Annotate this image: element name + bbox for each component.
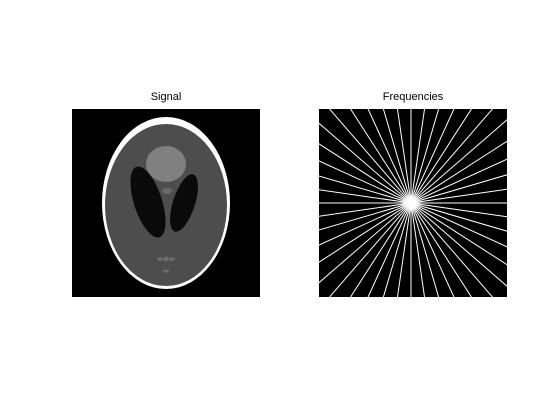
phantom-right-ventricle (170, 174, 198, 232)
phantom-bottom-spot-3 (169, 257, 175, 261)
phantom-upper-region (146, 146, 186, 182)
frequency-center (406, 198, 416, 208)
phantom-left-ventricle (130, 166, 166, 238)
phantom-center-spot (162, 188, 172, 194)
signal-panel-title: Signal (150, 91, 182, 103)
frequencies-panel-title: Frequencies (382, 91, 444, 103)
phantom-bottom-spot-2 (163, 256, 169, 262)
frequencies-image (319, 109, 507, 297)
signal-image (72, 109, 260, 297)
phantom-bottom-spot-4 (163, 269, 169, 273)
phantom-brain (105, 124, 227, 286)
phantom-bottom-spot-1 (157, 257, 163, 261)
